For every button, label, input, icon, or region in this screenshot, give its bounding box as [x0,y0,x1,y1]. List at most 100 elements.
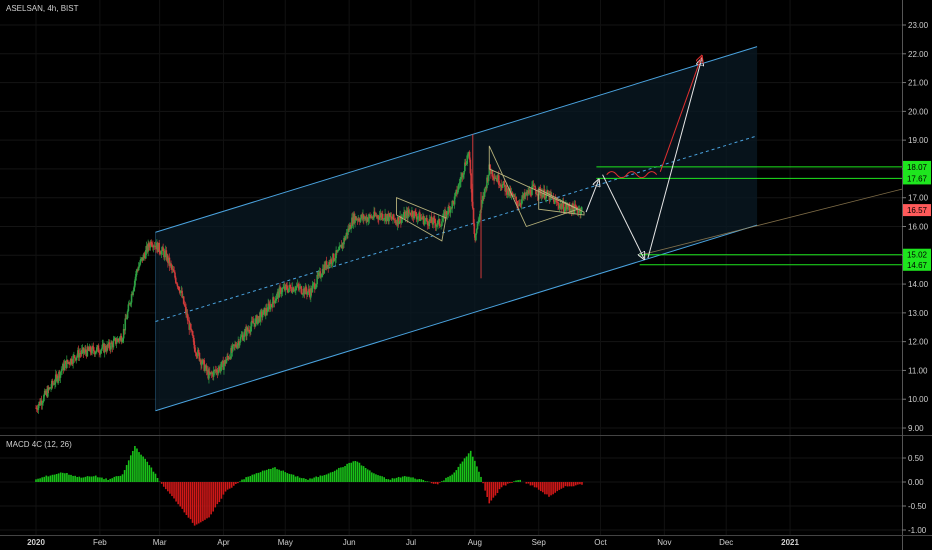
candle-body [242,337,245,341]
candle-body [535,190,537,195]
candle-body [289,284,292,288]
candle-body [92,347,95,352]
candle-body [163,251,166,258]
candle-body [106,344,108,352]
candle-body [55,374,58,376]
candle-body [433,217,435,219]
candle-body [57,378,59,382]
candle-body [162,247,164,251]
candle-body [580,211,582,214]
candle-body [460,176,462,183]
candle-body [118,337,121,341]
candle-body [337,250,340,251]
candle-body [110,342,112,350]
candle-body [419,212,421,221]
candle-body [471,188,473,202]
candle-body [225,360,228,364]
candle-body [398,221,401,224]
candle-body [269,304,272,310]
candle-body [434,223,437,227]
candle-body [179,290,182,293]
arrow-up-long[interactable] [647,60,702,259]
candle-body [512,193,514,197]
candle-body [486,177,488,189]
candle-body [159,251,161,254]
candle-body [385,215,388,222]
candle-body [63,363,66,371]
candle-body [347,228,349,235]
candle-body [306,291,309,295]
candle-body [310,288,312,298]
candle-body [191,330,194,336]
candle-body [151,245,153,246]
macd-tick-label: 0.50 [908,454,924,463]
price-label-text: 16.57 [907,206,928,215]
candle-body [417,216,420,218]
candle-body [524,194,527,197]
candle-body [112,340,115,348]
candle-body [298,286,301,289]
candle-body [276,294,278,299]
wave-path[interactable] [606,171,658,179]
channel-lower-line[interactable] [155,224,758,412]
candle-body [82,347,85,353]
candle-body [437,220,439,225]
price-axis[interactable]: 23.0022.0021.0020.0019.0018.0017.0016.00… [902,0,931,550]
candle-body [124,318,127,331]
candle-body [565,204,568,210]
candle-body [308,289,311,293]
pattern-drawings[interactable] [396,145,585,242]
candle-body [325,261,328,269]
candle-body [147,243,149,252]
candle-body [184,305,187,308]
candle-body [449,207,452,213]
x-tick-label: 2021 [781,538,799,547]
candle-body [280,287,282,294]
candle-body [204,367,206,371]
candle-body [467,155,469,157]
channel-upper-line[interactable] [155,46,758,233]
candle-body [550,192,552,196]
time-axis[interactable]: 2020 Feb Mar Apr May Jun Jul Aug Sep Oct Nov Dec 202… [0,535,932,548]
candle-body [572,203,574,209]
candle-body [300,286,303,294]
pattern-triangle-3[interactable] [538,188,585,216]
price-pane[interactable]: ASELSAN, 4h, BIST [0,0,903,535]
candle-body [416,217,419,220]
candle-body [457,184,460,190]
candle-body [558,205,561,208]
pattern-triangle-1[interactable] [396,197,447,242]
candle-body [319,271,322,278]
trend-extension-line[interactable] [639,188,903,256]
candle-body [481,199,484,204]
candle-body [411,211,414,217]
arrow-down[interactable] [602,174,644,258]
arrow-up-short[interactable] [585,180,598,213]
projection-arrows[interactable] [585,57,702,259]
candle-body [458,183,461,185]
candle-body [445,211,447,219]
arrow-red-target[interactable] [659,57,701,172]
y-tick-label: 23.00 [908,21,929,30]
candle-body [355,216,357,220]
candle-body [515,196,517,202]
candle-body [295,286,297,291]
candle-body [290,287,292,292]
candle-body [208,371,210,379]
candle-body [239,336,242,342]
macd-pane[interactable]: MACD 4C (12, 26) [0,440,902,531]
candle-body [564,207,566,212]
candle-body [334,258,337,261]
candle-body [338,246,341,251]
candle-body [139,260,142,265]
candle-body [501,184,504,188]
horizontal-levels[interactable] [596,166,902,266]
candle-body [459,182,461,184]
x-tick-label: Sep [532,538,547,547]
candle-body [383,218,386,220]
candle-body [317,272,320,276]
candle-body [220,361,223,368]
candle-body [182,296,185,304]
candle-body [332,253,335,261]
candle-body [142,254,145,261]
